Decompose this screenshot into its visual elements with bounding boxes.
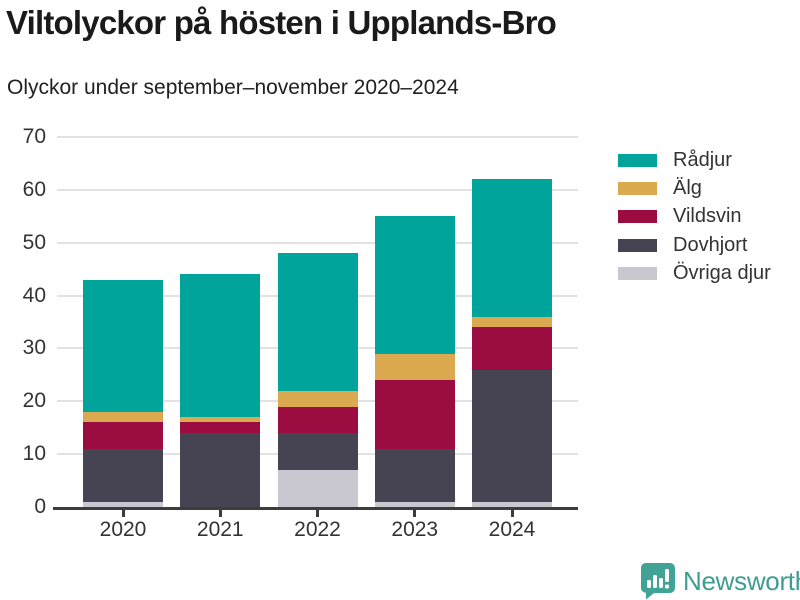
x-axis-line: [53, 507, 578, 510]
chart-subtitle: Olyckor under september–november 2020–20…: [7, 76, 459, 99]
y-axis-tick-label: 40: [22, 283, 46, 307]
newsworthy-logo: Newsworthy: [638, 561, 800, 600]
newsworthy-wordmark: Newsworthy: [683, 566, 800, 596]
bar-segment-2023-Rådjur: [374, 216, 455, 354]
bar-segment-2024-Rådjur: [472, 179, 552, 317]
x-axis-tick-label: 2023: [391, 518, 439, 541]
legend-label: Dovhjort: [673, 233, 748, 256]
bar-segment-2020-Rådjur: [83, 279, 163, 412]
bar-2022: [277, 253, 358, 507]
legend-swatch-icon: [618, 238, 657, 252]
bar-segment-2020-Övriga djur: [83, 501, 163, 507]
bar-segment-2020-Vildsvin: [83, 422, 163, 449]
y-axis-tick-label: 0: [34, 495, 46, 518]
bar-segment-2023-Vildsvin: [374, 380, 455, 449]
bar-segment-2024-Dovhjort: [472, 369, 552, 502]
gridline-y-50: [57, 241, 578, 244]
legend-label: Vildsvin: [673, 205, 742, 228]
bar-segment-2021-Vildsvin: [180, 422, 261, 433]
x-axis-tick: [413, 510, 417, 517]
bar-segment-2021-Älg: [180, 417, 261, 423]
y-axis-tick-label: 50: [22, 230, 46, 254]
x-axis-tick: [316, 510, 319, 517]
newsworthy-icon: [640, 563, 675, 600]
bar-segment-2020-Dovhjort: [83, 448, 163, 502]
y-axis-tick-label: 70: [22, 125, 46, 148]
x-axis-tick-label: 2020: [99, 518, 147, 541]
bar-segment-2020-Älg: [83, 411, 163, 423]
bar-segment-2023-Övriga djur: [374, 501, 455, 507]
legend-swatch-icon: [618, 210, 657, 224]
bar-2021: [180, 274, 261, 507]
bar-segment-2022-Dovhjort: [277, 432, 358, 470]
x-axis-tick: [121, 510, 125, 517]
bar-2024: [472, 179, 552, 507]
bar-segment-2023-Dovhjort: [374, 448, 455, 502]
legend-swatch-icon: [618, 266, 657, 280]
y-axis-tick-label: 20: [22, 389, 46, 413]
x-axis-tick-label: 2024: [488, 518, 536, 541]
x-axis-tick-label: 2021: [196, 518, 244, 541]
bar-2023: [374, 216, 455, 507]
legend-item-Rådjur: Rådjur: [618, 146, 771, 174]
bar-segment-2022-Vildsvin: [277, 406, 358, 433]
gridline-y-70: [57, 136, 578, 138]
bar-segment-2024-Vildsvin: [472, 327, 552, 370]
legend-label: Rådjur: [673, 148, 732, 171]
legend-swatch-icon: [618, 181, 657, 195]
bar-segment-2023-Älg: [374, 353, 455, 381]
bar-segment-2024-Övriga djur: [472, 501, 552, 507]
bar-segment-2024-Älg: [472, 316, 552, 328]
x-axis-tick: [510, 510, 514, 517]
x-axis-tick-label: 2022: [294, 518, 341, 541]
bar-segment-2022-Älg: [277, 390, 358, 407]
bar-segment-2022-Övriga djur: [277, 469, 358, 507]
y-axis-tick-label: 10: [22, 442, 46, 466]
bar-segment-2021-Rådjur: [180, 274, 261, 418]
gridline-y-60: [57, 188, 578, 191]
bar-segment-2021-Dovhjort: [180, 432, 261, 507]
legend-label: Övriga djur: [673, 261, 771, 284]
y-axis-tick-label: 60: [22, 177, 46, 201]
chart-title: Viltolyckor på hösten i Upplands-Bro: [6, 4, 557, 41]
bar-2020: [83, 279, 163, 507]
y-axis-tick-label: 30: [22, 336, 46, 360]
legend-item-Älg: Älg: [618, 174, 771, 202]
legend-item-Vildsvin: Vildsvin: [618, 203, 771, 231]
legend-item-Övriga djur: Övriga djur: [618, 259, 771, 287]
legend: Rådjur Älg Vildsvin Dovhjort Övriga djur: [618, 146, 771, 287]
legend-swatch-icon: [618, 153, 657, 167]
legend-label: Älg: [673, 176, 702, 199]
x-axis-tick: [218, 510, 222, 517]
legend-item-Dovhjort: Dovhjort: [618, 231, 771, 259]
bar-segment-2022-Rådjur: [277, 253, 358, 391]
